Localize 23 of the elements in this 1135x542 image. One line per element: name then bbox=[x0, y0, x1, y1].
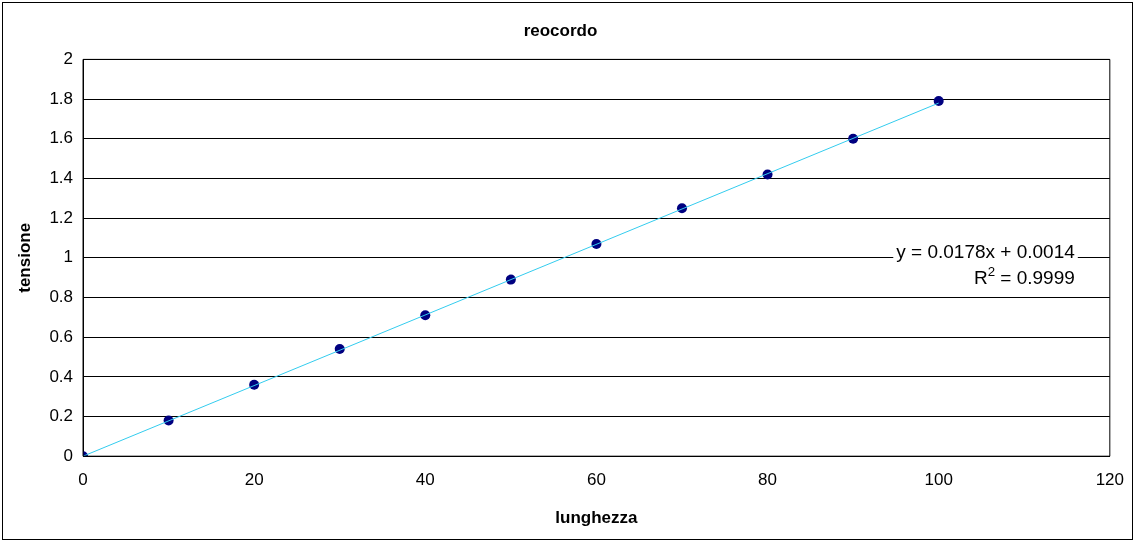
annotation: y = 0.0178x + 0.0014 bbox=[896, 240, 1076, 262]
point bbox=[933, 96, 944, 107]
y-tick-label: 1.2 bbox=[49, 207, 74, 227]
y-tick-label: 0 bbox=[63, 445, 74, 465]
y-tick-label: 2 bbox=[63, 49, 74, 69]
x-tick-label: 80 bbox=[758, 470, 778, 490]
x-tick-label: 20 bbox=[244, 470, 264, 490]
x-tick-label: 100 bbox=[924, 470, 953, 490]
y-tick-label: 1.4 bbox=[49, 168, 74, 188]
chart-title: reocordo bbox=[523, 20, 598, 40]
x-tick-label: 60 bbox=[586, 470, 606, 490]
x-tick-label: 0 bbox=[78, 470, 88, 490]
y-tick-label: 0.2 bbox=[49, 406, 74, 426]
x-tick-label: 120 bbox=[1095, 470, 1125, 490]
y-tick-label: 1.6 bbox=[49, 128, 74, 148]
y-tick-label: 0.4 bbox=[49, 366, 74, 386]
y-tick-label: 0.8 bbox=[49, 287, 74, 307]
x-tick-label: 40 bbox=[415, 470, 435, 490]
y-tick-label: 0.6 bbox=[49, 326, 74, 346]
y-tick-label: 1.8 bbox=[49, 88, 74, 108]
y-axis-title: tensione bbox=[14, 222, 34, 293]
y-tick-label: 1 bbox=[63, 247, 74, 267]
x-axis-title: lunghezza bbox=[555, 508, 639, 528]
